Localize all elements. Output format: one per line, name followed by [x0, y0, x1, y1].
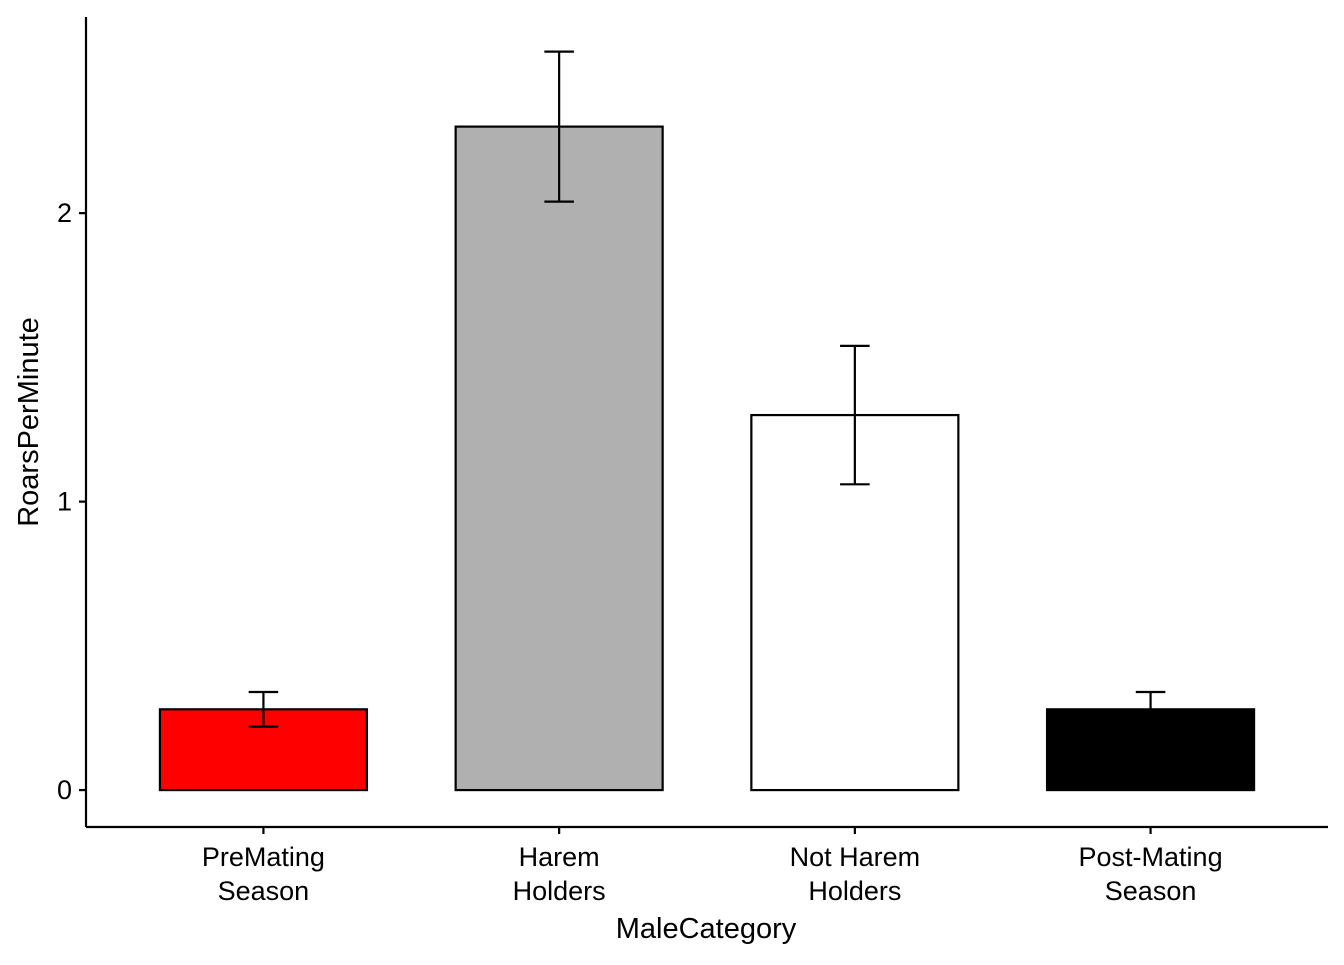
x-tick-label: PreMating Season	[202, 842, 325, 906]
x-axis-title: MaleCategory	[616, 913, 797, 945]
y-tick-label: 2	[57, 198, 72, 228]
error-bar	[1135, 690, 1166, 728]
error-bar	[544, 50, 574, 203]
x-tick-label: Harem Holders	[513, 842, 606, 906]
y-axis-title: RoarsPerMinute	[13, 317, 45, 527]
error-bar	[840, 344, 870, 486]
error-bar	[248, 690, 279, 728]
bar	[454, 125, 664, 792]
y-tick-label: 1	[57, 487, 72, 517]
y-tick-label: 0	[57, 775, 72, 805]
x-tick-label: Post-Mating Season	[1079, 842, 1223, 906]
x-tick-label: Not Harem Holders	[790, 842, 921, 906]
